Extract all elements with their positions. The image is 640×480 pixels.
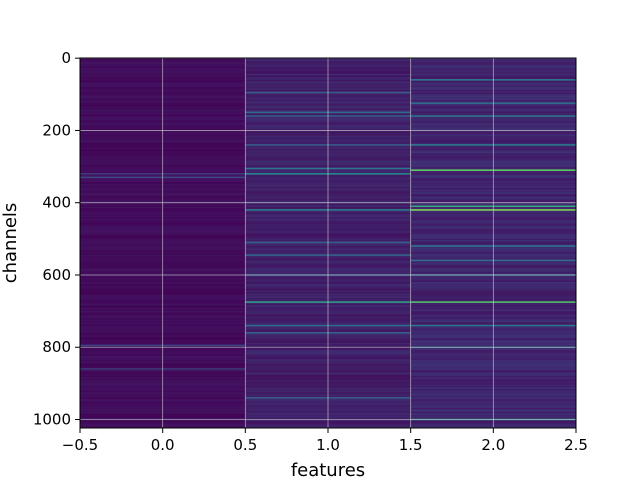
y-tick-label: 400: [42, 194, 71, 212]
y-tick-label: 1000: [33, 411, 71, 429]
x-axis-ticks: −0.5 0.0 0.5 1.0 1.5 2.0 2.5: [62, 428, 588, 454]
y-axis-ticks: 0 200 400 600 800 1000: [33, 49, 80, 429]
x-tick-label: 1.5: [399, 436, 423, 454]
x-tick-label: 2.5: [564, 436, 588, 454]
y-tick-label: 600: [42, 266, 71, 284]
x-tick-label: 1.0: [316, 436, 340, 454]
x-tick-label: 2.0: [481, 436, 505, 454]
y-tick-label: 200: [42, 121, 71, 139]
x-tick-label: 0.0: [151, 436, 175, 454]
x-tick-label: 0.5: [233, 436, 257, 454]
y-tick-label: 800: [42, 338, 71, 356]
x-axis-label: features: [291, 460, 365, 480]
y-tick-label: 0: [61, 49, 71, 67]
grid-lines: [79, 57, 577, 428]
y-axis-label: channels: [0, 203, 21, 284]
x-tick-label: −0.5: [62, 436, 98, 454]
